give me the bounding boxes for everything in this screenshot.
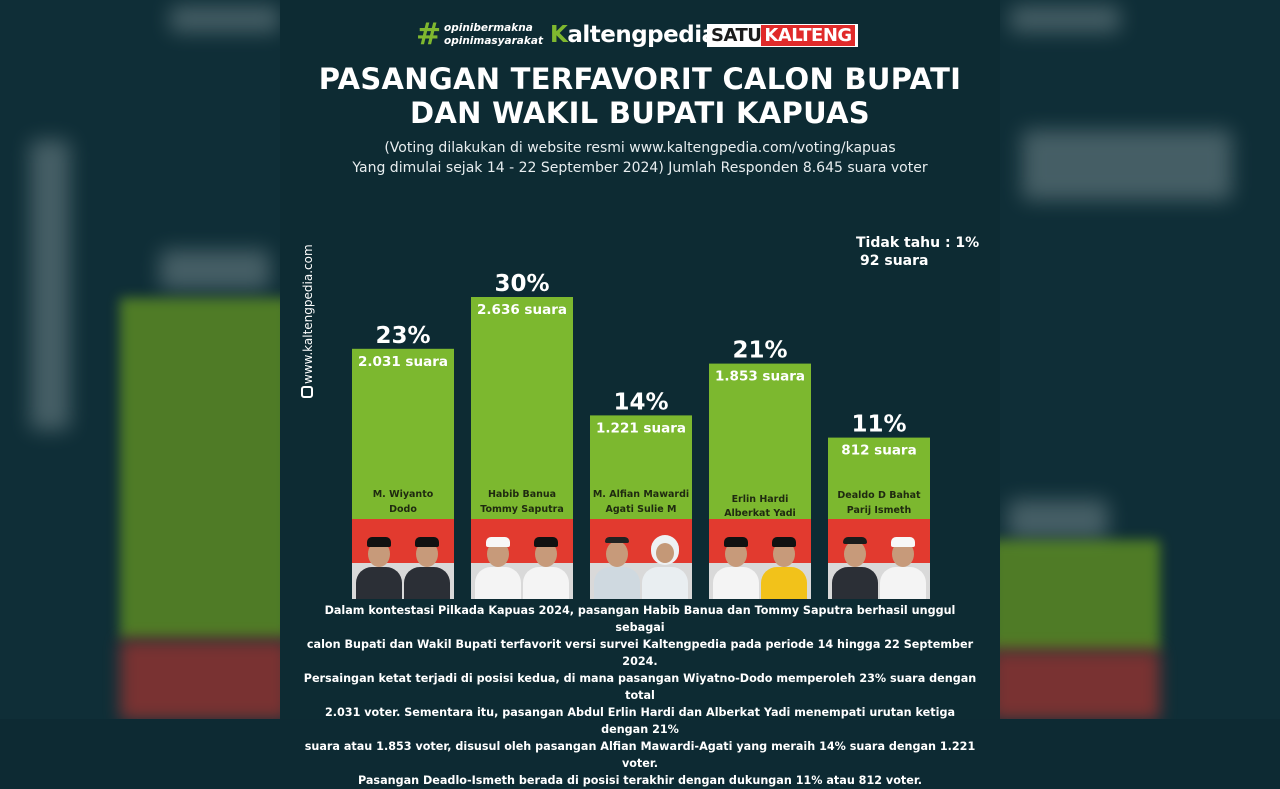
bar-votes-label-4: 1.853 suara — [715, 369, 805, 385]
satukalteng-logo-satu: SATU — [711, 25, 762, 46]
chart-subtitle-line-1: (Voting dilakukan di website resmi www.k… — [384, 140, 896, 156]
candidate-photo-2 — [471, 519, 573, 599]
summary-line-6: Pasangan Deadlo-Ismeth berada di posisi … — [357, 774, 923, 787]
bar-percent-label-3: 14% — [613, 389, 668, 415]
candidate-photo-1 — [352, 519, 454, 599]
summary-line-4: 2.031 voter. Sementara itu, pasangan Abd… — [324, 706, 955, 736]
bar-percent-label-5: 11% — [851, 412, 906, 438]
hashtag-icon: # — [416, 17, 442, 52]
bar-2 — [471, 297, 573, 519]
bar-percent-label-4: 21% — [732, 338, 787, 364]
summary-line-3: Persaingan ketat terjadi di posisi kedua… — [303, 672, 977, 702]
kaltengpedia-logo: Kaltengpedia — [550, 20, 717, 50]
chart-subtitle: (Voting dilakukan di website resmi www.k… — [280, 138, 1000, 178]
summary-line-5: suara atau 1.853 voter, disusul oleh pas… — [304, 740, 976, 770]
bar-percent-label-2: 30% — [494, 271, 549, 297]
logo-row: # opinibermakna opinimasyarakat Kaltengp… — [280, 18, 1000, 54]
bar-name-2-5: Parij Ismeth — [847, 505, 912, 516]
summary-paragraph: Dalam kontestasi Pilkada Kapuas 2024, pa… — [300, 602, 980, 789]
bar-name-2-1: Dodo — [389, 504, 417, 515]
infographic-panel: # opinibermakna opinimasyarakat Kaltengp… — [280, 0, 1000, 787]
bar-votes-label-5: 812 suara — [841, 443, 916, 459]
bar-name-1-5: Dealdo D Bahat — [837, 490, 921, 501]
bar-name-2-4: Alberkat Yadi — [724, 508, 796, 519]
website-watermark: www.kaltengpedia.com — [296, 244, 320, 406]
bar-chart: 23% 2.031 suara M. Wiyanto Dodo 30% 2.636 sua… — [352, 271, 930, 519]
bar-name-1-3: M. Alfian Mawardi — [593, 489, 689, 500]
chart-subtitle-line-2: Yang dimulai sejak 14 - 22 September 202… — [352, 160, 928, 176]
satukalteng-logo: SATU KALTENG — [707, 24, 858, 47]
satukalteng-logo-kalteng: KALTENG — [761, 25, 855, 46]
bar-3 — [590, 415, 692, 519]
bar-votes-label-2: 2.636 suara — [477, 302, 567, 318]
tagline-2: opinimasyarakat — [444, 35, 543, 47]
chart-title-line-1: PASANGAN TERFAVORIT CALON BUPATI — [318, 62, 962, 96]
candidate-photo-4 — [709, 519, 811, 599]
bar-name-2-2: Tommy Saputra — [480, 504, 564, 515]
blurred-background-right — [1000, 0, 1280, 719]
bar-4 — [709, 363, 811, 519]
blurred-background-left — [0, 0, 280, 719]
unknown-votes-label: Tidak tahu : 1% 92 suara — [856, 234, 979, 270]
bar-name-1-4: Erlin Hardi — [732, 494, 789, 505]
bar-votes-label-3: 1.221 suara — [596, 420, 686, 436]
bar-name-2-3: Agati Sulie M — [606, 504, 677, 515]
tagline-1: opinibermakna — [444, 22, 533, 34]
bar-votes-label-1: 2.031 suara — [358, 354, 448, 370]
bar-name-1-1: M. Wiyanto — [373, 489, 434, 500]
bar-name-1-2: Habib Banua — [488, 489, 556, 500]
chart-title-line-2: DAN WAKIL BUPATI KAPUAS — [409, 96, 870, 130]
instagram-icon — [301, 386, 313, 398]
chart-title: PASANGAN TERFAVORIT CALON BUPATI DAN WAK… — [280, 62, 1000, 130]
unknown-count: 92 suara — [860, 253, 929, 269]
bar-1 — [352, 348, 454, 519]
summary-line-2: calon Bupati dan Wakil Bupati terfavorit… — [306, 638, 974, 668]
bar-5 — [828, 437, 930, 519]
candidate-photo-5 — [828, 519, 930, 599]
candidate-photo-3 — [590, 519, 692, 599]
unknown-percent: Tidak tahu : 1% — [856, 235, 980, 251]
kaltengpedia-logo-k: K — [550, 22, 568, 48]
summary-line-1: Dalam kontestasi Pilkada Kapuas 2024, pa… — [324, 604, 956, 634]
hashtag-tagline: opinibermakna opinimasyarakat — [444, 22, 543, 48]
bar-percent-label-1: 23% — [375, 323, 430, 349]
kaltengpedia-logo-text: altengpedia — [567, 22, 717, 48]
